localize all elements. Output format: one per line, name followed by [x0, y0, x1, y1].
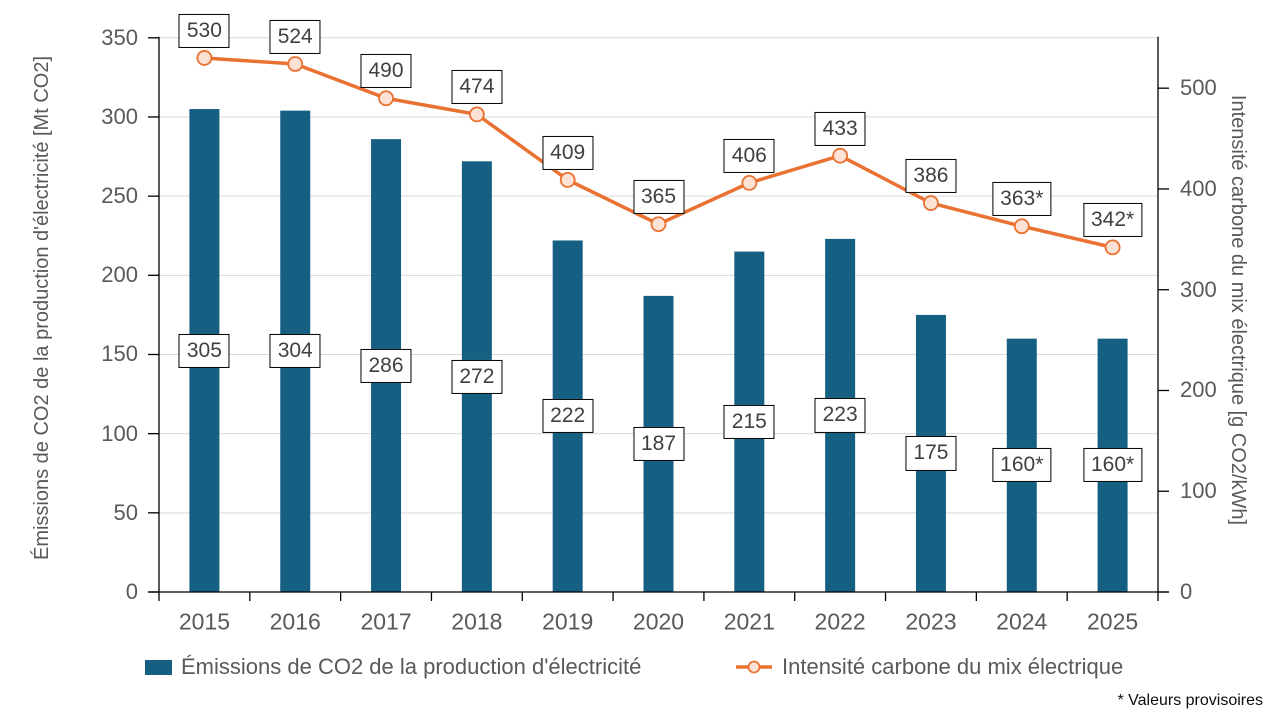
x-axis-label-2023: 2023 — [905, 608, 957, 635]
left-axis-tick-label-150: 150 — [101, 341, 138, 367]
bar-series-swatch-icon — [145, 659, 172, 675]
line-label-2025: 342* — [1082, 203, 1143, 238]
x-axis-label-2024: 2024 — [996, 608, 1048, 635]
x-axis-label-2015: 2015 — [178, 608, 230, 635]
line-label-2015: 530 — [178, 13, 230, 48]
right-axis-tick-label-300: 300 — [1180, 276, 1217, 302]
x-axis-label-2017: 2017 — [360, 608, 412, 635]
bar-label-2023: 175 — [905, 436, 957, 471]
bar-label-2022: 223 — [814, 398, 866, 433]
x-axis-label-2018: 2018 — [451, 608, 503, 635]
line-label-2016: 524 — [269, 19, 321, 55]
marker-2016 — [287, 56, 304, 72]
bar-label-2017: 286 — [360, 348, 412, 383]
right-axis-tick-label-0: 0 — [1180, 579, 1193, 604]
x-axis-label-2016: 2016 — [269, 608, 321, 635]
line-label-2019: 409 — [542, 135, 594, 170]
footnote: * Valeurs provisoires — [1117, 692, 1263, 709]
left-axis-tick-label-300: 300 — [101, 103, 138, 129]
marker-2022 — [832, 147, 849, 164]
marker-2015 — [196, 50, 213, 66]
marker-2019 — [559, 171, 576, 188]
left-axis-tick-label-50: 50 — [113, 499, 138, 525]
line-label-2017: 490 — [360, 54, 412, 89]
marker-2020 — [650, 216, 667, 233]
right-axis-tick-label-400: 400 — [1180, 175, 1217, 201]
bar-label-2024: 160* — [992, 448, 1052, 483]
marker-2021 — [741, 174, 758, 191]
line-label-2021: 406 — [723, 138, 775, 173]
marker-2024 — [1013, 218, 1030, 235]
line-series-swatch-icon — [736, 660, 772, 674]
right-axis-tick-label-100: 100 — [1180, 478, 1217, 504]
right-axis-tick-label-500: 500 — [1180, 75, 1217, 101]
bar-label-2025: 160* — [1082, 448, 1143, 483]
left-axis-tick-label-250: 250 — [101, 183, 138, 209]
line-label-2022: 433 — [814, 111, 866, 146]
x-axis-label-2019: 2019 — [542, 608, 594, 635]
left-axis-tick-label-350: 350 — [101, 24, 138, 50]
left-axis-title: Émissions de CO2 de la production d'élec… — [31, 55, 53, 561]
x-axis-label-2021: 2021 — [723, 608, 775, 635]
left-axis-tick-label-200: 200 — [101, 262, 138, 288]
bar-label-2015: 305 — [178, 333, 230, 368]
right-axis-title: Intensité carbone du mix électrique [g C… — [1227, 94, 1249, 526]
x-axis-label-2022: 2022 — [814, 608, 866, 635]
bar-label-2016: 304 — [269, 334, 321, 369]
legend-item-emissions: Émissions de CO2 de la production d'élec… — [145, 656, 641, 678]
legend-label-intensity: Intensité carbone du mix électrique — [782, 654, 1124, 679]
marker-2025 — [1104, 239, 1121, 256]
bar-label-2021: 215 — [723, 404, 775, 439]
bar-label-2019: 222 — [542, 399, 594, 434]
x-axis-label-2020: 2020 — [632, 608, 685, 635]
left-axis-tick-label-0: 0 — [125, 579, 138, 604]
left-axis-tick-label-100: 100 — [101, 420, 138, 446]
bar-label-2018: 272 — [451, 359, 503, 394]
bar-label-2020: 187 — [632, 426, 685, 461]
legend-item-intensity: Intensité carbone du mix électrique — [735, 656, 1123, 678]
right-axis-tick-label-200: 200 — [1180, 377, 1217, 403]
x-axis-label-2025: 2025 — [1086, 608, 1139, 635]
line-label-2023: 386 — [905, 159, 957, 194]
marker-2018 — [468, 106, 485, 123]
marker-2023 — [923, 195, 939, 211]
line-label-2024: 363* — [992, 182, 1052, 217]
line-label-2018: 474 — [451, 70, 503, 105]
marker-2017 — [378, 90, 394, 107]
legend-label-emissions: Émissions de CO2 de la production d'élec… — [181, 654, 642, 679]
line-label-2020: 365 — [632, 180, 685, 215]
